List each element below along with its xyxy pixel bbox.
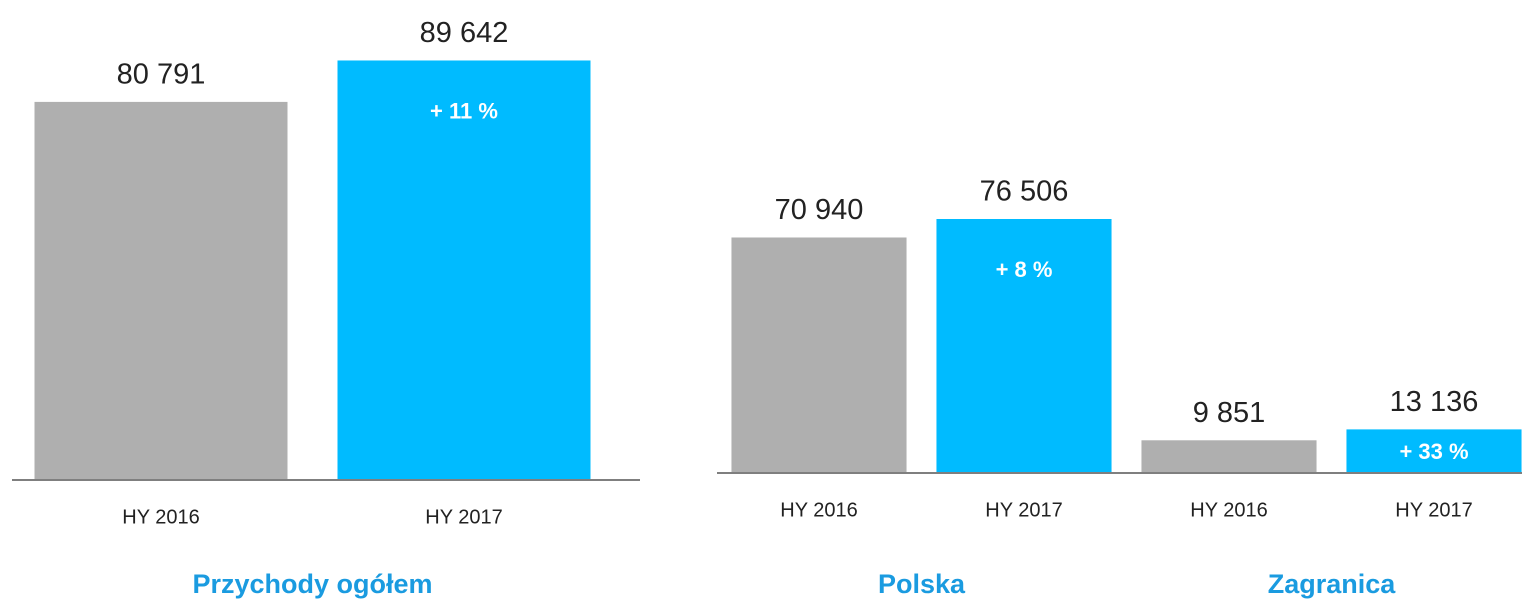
growth-label: + 11 %: [430, 98, 498, 123]
growth-label: + 8 %: [996, 257, 1053, 282]
value-label: 76 506: [980, 176, 1069, 208]
x-tick-label: HY 2016: [780, 499, 857, 521]
bar: [1141, 440, 1317, 473]
x-tick-label: HY 2017: [985, 499, 1062, 521]
bar: [936, 219, 1112, 473]
value-label: 89 642: [420, 17, 509, 49]
bar: [1346, 429, 1522, 473]
x-tick-label: HY 2016: [122, 506, 199, 528]
x-tick-label: HY 2017: [425, 506, 502, 528]
x-tick-label: HY 2016: [1190, 499, 1267, 521]
value-label: 13 136: [1390, 386, 1479, 418]
value-label: 9 851: [1193, 397, 1266, 429]
group-label: Przychody ogółem: [192, 569, 432, 599]
group-label: Polska: [878, 569, 966, 599]
bar: [337, 60, 591, 481]
growth-label: + 33 %: [1399, 439, 1468, 464]
value-label: 80 791: [117, 59, 206, 91]
value-label: 70 940: [775, 194, 864, 226]
bar: [34, 101, 288, 480]
bar: [731, 237, 907, 473]
x-tick-label: HY 2017: [1395, 499, 1472, 521]
group-label: Zagranica: [1268, 569, 1397, 599]
